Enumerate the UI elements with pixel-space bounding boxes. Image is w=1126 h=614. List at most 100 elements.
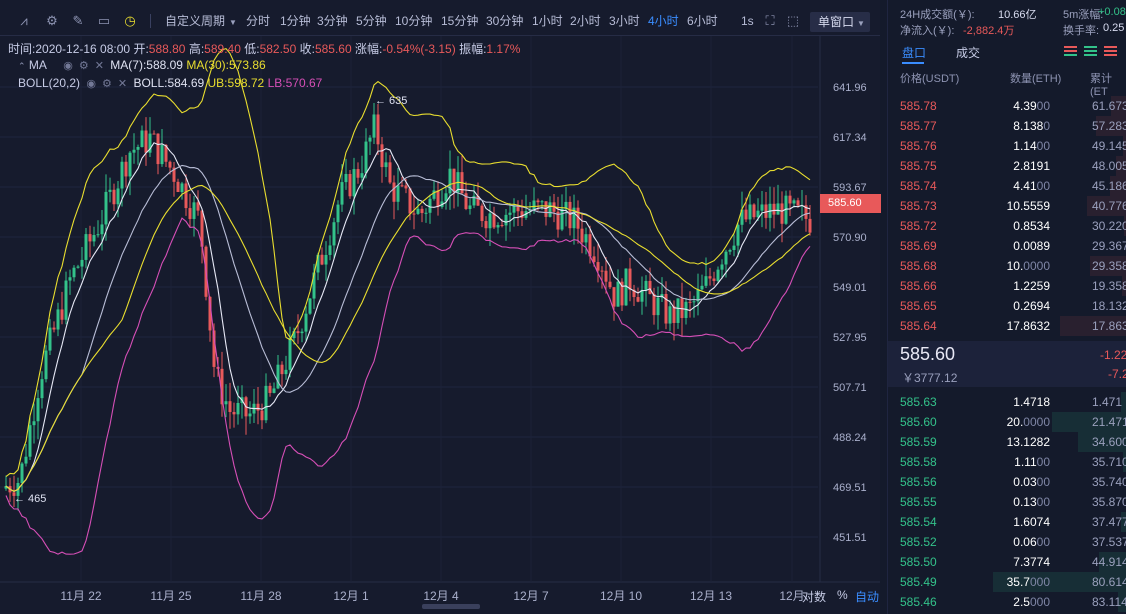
eye-icon[interactable]: ◉ bbox=[63, 60, 73, 72]
qty-cell: 0.0089 bbox=[978, 239, 1050, 253]
ma7-value: MA(7):588.09 bbox=[110, 58, 183, 72]
custom-period-dropdown[interactable]: 自定义周期 ▼ bbox=[165, 14, 237, 30]
total-cell: 17.863 bbox=[1092, 319, 1126, 333]
bid-row[interactable]: 585.46 2.5000 83.114 bbox=[888, 592, 1126, 612]
bid-row[interactable]: 585.56 0.0300 35.740 bbox=[888, 472, 1126, 492]
bid-row[interactable]: 585.60 20.0000 21.471 bbox=[888, 412, 1126, 432]
bid-row[interactable]: 585.58 1.1100 35.710 bbox=[888, 452, 1126, 472]
candle-body bbox=[760, 204, 764, 211]
period-option[interactable]: 1小时 bbox=[532, 14, 563, 28]
ask-row[interactable]: 585.75 2.8191 48.005 bbox=[888, 156, 1126, 176]
ask-row[interactable]: 585.76 1.1400 49.145 bbox=[888, 136, 1126, 156]
bid-row[interactable]: 585.63 1.4718 1.471 bbox=[888, 392, 1126, 412]
indicator-icon[interactable]: ⩘ bbox=[20, 13, 28, 28]
kline-plot[interactable]: 641.96 617.34 593.67 570.90 549.01 527.95 507.… bbox=[0, 0, 880, 614]
settings-icon[interactable]: ⚙ bbox=[78, 60, 89, 72]
template-icon[interactable]: ▭ bbox=[97, 13, 111, 28]
collapse-icon[interactable]: ⌃ bbox=[18, 61, 26, 71]
depth-bar bbox=[1099, 552, 1126, 572]
price-cell: 585.55 bbox=[900, 495, 937, 509]
clock-icon[interactable]: ◷ bbox=[124, 13, 136, 28]
candle-body bbox=[132, 149, 136, 153]
price-cell: 585.75 bbox=[900, 159, 937, 173]
tab-order-book[interactable]: 盘口 bbox=[902, 46, 927, 60]
candle-body bbox=[284, 369, 288, 375]
ask-row[interactable]: 585.77 8.1380 57.283 bbox=[888, 116, 1126, 136]
candle-body bbox=[180, 183, 184, 193]
asks-view-icon[interactable] bbox=[1104, 46, 1117, 57]
bid-row[interactable]: 585.59 13.1282 34.600 bbox=[888, 432, 1126, 452]
ask-row[interactable]: 585.78 4.3900 61.673 bbox=[888, 96, 1126, 116]
period-option[interactable]: 10分钟 bbox=[395, 14, 433, 28]
candle-body bbox=[256, 403, 260, 411]
ask-row[interactable]: 585.66 1.2259 19.358 bbox=[888, 276, 1126, 296]
period-option[interactable]: 5分钟 bbox=[356, 14, 387, 28]
window-mode-dropdown[interactable]: 单窗口 ▼ bbox=[810, 12, 870, 32]
bid-row[interactable]: 585.49 35.7000 80.614 bbox=[888, 572, 1126, 592]
period-1s[interactable]: 1s bbox=[741, 14, 754, 28]
bid-row[interactable]: 585.55 0.1300 35.870 bbox=[888, 492, 1126, 512]
period-option[interactable]: 30分钟 bbox=[486, 14, 524, 28]
percent-scale-toggle[interactable]: % bbox=[837, 588, 848, 602]
screenshot-icon[interactable]: ⬚ bbox=[786, 13, 800, 28]
ask-row[interactable]: 585.69 0.0089 29.367 bbox=[888, 236, 1126, 256]
settings-icon[interactable]: ⚙ bbox=[46, 13, 58, 28]
fullscreen-icon[interactable]: ⛶ bbox=[765, 13, 775, 28]
mid-change-pct: -7.2 bbox=[1108, 367, 1126, 381]
eye-icon[interactable]: ◉ bbox=[86, 78, 96, 90]
candle-body bbox=[188, 208, 192, 219]
auto-scale-toggle[interactable]: 自动 bbox=[855, 590, 880, 604]
candle-body bbox=[344, 173, 348, 183]
price-cell: 585.76 bbox=[900, 139, 937, 153]
total-cell: 34.600 bbox=[1092, 435, 1126, 449]
period-option[interactable]: 4小时 bbox=[648, 14, 679, 28]
ask-row[interactable]: 585.72 0.8534 30.220 bbox=[888, 216, 1126, 236]
kline-chart-area[interactable]: 641.96 617.34 593.67 570.90 549.01 527.95 507.… bbox=[0, 0, 881, 614]
candle-body bbox=[292, 331, 296, 339]
period-option[interactable]: 2小时 bbox=[570, 14, 601, 28]
both-sides-view-icon[interactable] bbox=[1064, 46, 1077, 57]
draw-pen-icon[interactable]: ✎ bbox=[72, 13, 84, 28]
candle-body bbox=[396, 185, 400, 202]
total-cell: 35.870 bbox=[1092, 495, 1126, 509]
period-option[interactable]: 3小时 bbox=[609, 14, 640, 28]
qty-significant: 35.7 bbox=[1006, 575, 1030, 589]
bids-view-icon[interactable] bbox=[1084, 46, 1097, 57]
x-tick-label: 11月 28 bbox=[240, 589, 281, 603]
candle-body bbox=[544, 201, 548, 217]
period-option[interactable]: 1分钟 bbox=[280, 14, 311, 28]
ask-row[interactable]: 585.68 10.0000 29.358 bbox=[888, 256, 1126, 276]
bid-row[interactable]: 585.54 1.6074 37.477 bbox=[888, 512, 1126, 532]
ask-row[interactable]: 585.64 17.8632 17.863 bbox=[888, 316, 1126, 336]
bid-row[interactable]: 585.52 0.0600 37.537 bbox=[888, 532, 1126, 552]
ask-row[interactable]: 585.65 0.2694 18.132 bbox=[888, 296, 1126, 316]
close-icon[interactable]: ✕ bbox=[117, 78, 128, 90]
depth-bar bbox=[1089, 256, 1126, 276]
settings-icon[interactable]: ⚙ bbox=[102, 78, 112, 90]
candle-body bbox=[432, 190, 436, 199]
close-icon[interactable]: ✕ bbox=[94, 60, 104, 72]
period-option[interactable]: 3分钟 bbox=[317, 14, 348, 28]
period-option[interactable]: 6小时 bbox=[687, 14, 718, 28]
ma30-value: MA(30):573.86 bbox=[186, 58, 266, 72]
time-scroll-handle[interactable] bbox=[422, 604, 480, 609]
candle-body bbox=[348, 173, 352, 197]
total-cell: 49.145 bbox=[1092, 139, 1126, 153]
tab-trades[interactable]: 成交 bbox=[956, 46, 981, 60]
change-value: -0.54%(-3.15) bbox=[382, 42, 456, 56]
candle-body bbox=[28, 425, 32, 457]
bid-row[interactable]: 585.50 7.3774 44.914 bbox=[888, 552, 1126, 572]
depth-bar bbox=[1122, 276, 1126, 296]
period-option[interactable]: 15分钟 bbox=[441, 14, 479, 28]
candle-body bbox=[508, 212, 512, 215]
price-cell: 585.59 bbox=[900, 435, 937, 449]
qty-significant: 2.5 bbox=[1013, 595, 1030, 609]
open-label: 开: bbox=[133, 42, 149, 56]
candle-body bbox=[700, 285, 704, 290]
y-tick-label: 451.51 bbox=[833, 532, 867, 544]
period-option[interactable]: 分时 bbox=[246, 14, 271, 28]
log-scale-toggle[interactable]: 对数 bbox=[802, 590, 827, 604]
candle-body bbox=[452, 168, 456, 193]
ask-row[interactable]: 585.74 4.4100 45.186 bbox=[888, 176, 1126, 196]
ask-row[interactable]: 585.73 10.5559 40.776 bbox=[888, 196, 1126, 216]
